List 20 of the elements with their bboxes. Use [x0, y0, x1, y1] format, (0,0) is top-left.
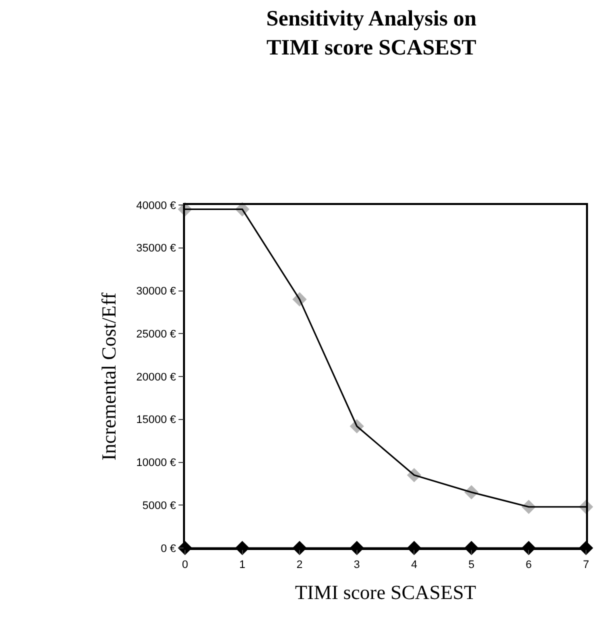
y-axis-title: Incremental Cost/Eff [98, 292, 120, 460]
y-tick-label: 30000 € [136, 286, 176, 298]
chart-title: Sensitivity Analysis on TIMI score SCASEST [266, 6, 477, 60]
y-tick-label: 10000 € [136, 457, 176, 470]
x-tick-label: 0 [182, 558, 188, 571]
y-tick-label: 20000 € [136, 371, 176, 384]
y-tick-label: 25000 € [136, 328, 176, 340]
y-tick-label: 40000 € [136, 200, 176, 212]
y-tick-label: 35000 € [136, 242, 176, 255]
y-tick-label: 15000 € [136, 414, 176, 426]
y-tick-label: 0 € [160, 542, 176, 555]
x-axis-title: TIMI score SCASEST [294, 582, 476, 604]
x-tick-label: 4 [411, 558, 418, 571]
x-tick-label: 1 [239, 558, 246, 571]
y-tick-label: 5000 € [142, 500, 176, 512]
x-tick-label: 6 [526, 558, 532, 571]
x-tick-label: 5 [468, 558, 474, 571]
x-tick-label: 2 [296, 558, 303, 571]
x-tick-label: 7 [582, 558, 590, 571]
x-tick-label: 3 [354, 558, 360, 571]
